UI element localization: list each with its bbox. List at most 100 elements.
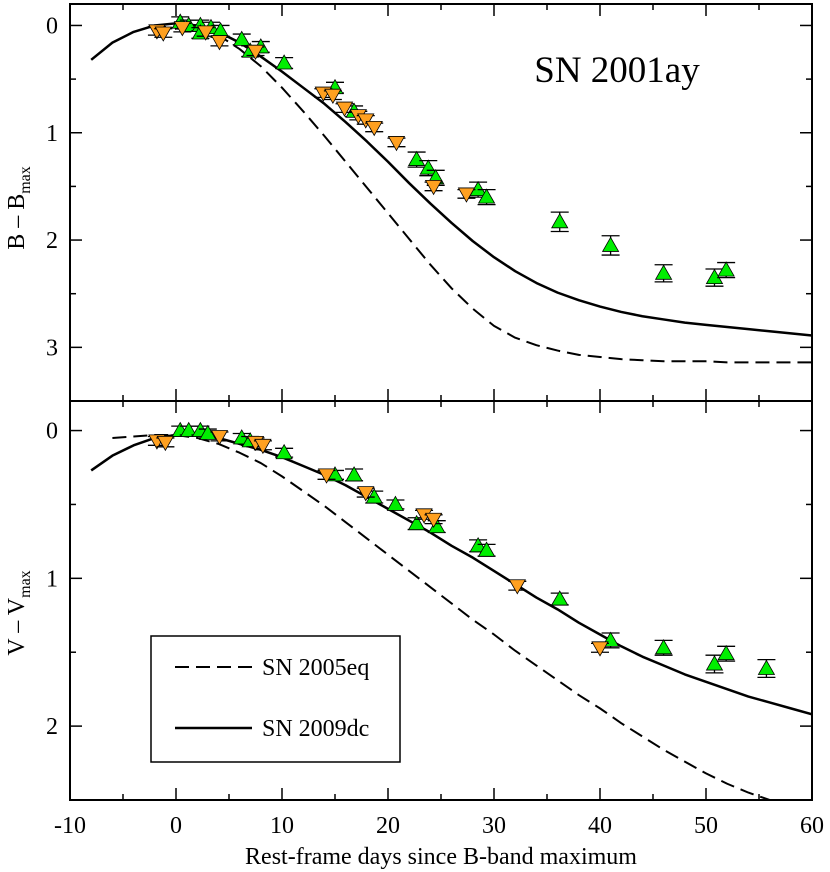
data-point-orange-down bbox=[365, 120, 384, 137]
curve-sn2005eq bbox=[154, 27, 812, 364]
triangle-up-marker bbox=[601, 236, 620, 252]
data-point-orange-down bbox=[154, 26, 173, 42]
x-axis-label: Rest-frame days since B-band maximum bbox=[245, 844, 637, 870]
triangle-down-marker bbox=[210, 35, 229, 51]
triangle-down-marker bbox=[457, 187, 476, 203]
y-tick-label: 2 bbox=[46, 228, 58, 254]
data-point-orange-down bbox=[210, 430, 229, 446]
triangle-up-marker bbox=[717, 261, 735, 277]
data-point-green-up bbox=[275, 54, 294, 70]
triangle-down-marker bbox=[387, 136, 406, 152]
triangle-down-marker bbox=[154, 26, 172, 42]
data-point-orange-down bbox=[591, 641, 609, 657]
data-point-orange-down bbox=[387, 136, 406, 152]
data-point-green-up bbox=[477, 188, 496, 206]
triangle-up-marker bbox=[407, 514, 426, 531]
triangle-up-marker bbox=[705, 655, 724, 671]
y-tick-label: 2 bbox=[46, 714, 58, 740]
data-point-green-up bbox=[654, 264, 673, 283]
data-point-green-up bbox=[345, 466, 364, 482]
triangle-down-marker bbox=[508, 579, 527, 595]
legend-box bbox=[150, 635, 401, 763]
data-point-green-up bbox=[705, 654, 724, 674]
data-point-green-up bbox=[705, 268, 724, 287]
triangle-down-marker bbox=[591, 641, 609, 657]
triangle-down-marker bbox=[254, 438, 272, 455]
x-axis-ticks: -10 0 10 20 30 40 50 60 bbox=[54, 4, 824, 839]
data-point-orange-down bbox=[156, 435, 175, 452]
data-point-orange-down bbox=[356, 486, 375, 502]
data-point-orange-down bbox=[317, 468, 336, 484]
data-point-orange-down bbox=[253, 438, 272, 455]
data-point-green-up bbox=[757, 658, 776, 678]
triangle-up-marker bbox=[365, 488, 383, 504]
x-tick-label: 50 bbox=[694, 813, 718, 839]
data-point-orange-down bbox=[210, 35, 229, 51]
data-point-orange-down bbox=[196, 25, 215, 41]
triangle-down-marker bbox=[357, 113, 375, 129]
y-tick-label: 1 bbox=[46, 566, 58, 592]
data-point-orange-down bbox=[173, 21, 192, 37]
top-y-axis-label-main: B – B bbox=[4, 194, 30, 250]
bottom-y-axis-label-main: V – V bbox=[4, 597, 30, 655]
data-point-green-up bbox=[407, 150, 426, 168]
triangle-up-marker bbox=[275, 54, 293, 70]
chart-title: SN 2001ay bbox=[534, 50, 700, 91]
data-point-green-up bbox=[717, 644, 736, 662]
triangle-up-marker bbox=[477, 188, 496, 204]
triangle-down-marker bbox=[246, 44, 265, 61]
triangle-down-marker bbox=[357, 486, 375, 502]
x-tick-label: 30 bbox=[482, 813, 506, 839]
triangle-down-marker bbox=[210, 430, 229, 446]
top-panel-ticks: 0 1 2 3 bbox=[46, 13, 812, 361]
bottom-y-axis-label-sub: max bbox=[17, 570, 34, 598]
data-point-green-up bbox=[654, 638, 673, 656]
y-tick-label: 1 bbox=[46, 121, 58, 147]
triangle-up-marker bbox=[477, 541, 496, 557]
data-point-orange-down bbox=[424, 180, 443, 196]
y-tick-label: 3 bbox=[46, 335, 58, 361]
data-point-green-up bbox=[717, 261, 736, 279]
triangle-up-marker bbox=[386, 495, 405, 511]
bottom-y-axis-label: V – Vmax bbox=[4, 570, 34, 655]
x-tick-label: -10 bbox=[54, 813, 86, 839]
data-point-green-up bbox=[275, 443, 294, 460]
data-point-orange-down bbox=[335, 101, 354, 117]
curve-sn2005eq bbox=[112, 433, 773, 800]
y-tick-label: 0 bbox=[46, 13, 58, 39]
x-tick-label: 20 bbox=[376, 813, 400, 839]
data-point-green-up bbox=[550, 211, 569, 233]
bottom-panel-points bbox=[147, 421, 776, 678]
data-point-green-up bbox=[386, 495, 405, 511]
data-point-orange-down bbox=[508, 579, 527, 595]
triangle-down-marker bbox=[317, 468, 336, 484]
data-point-orange-down bbox=[246, 44, 265, 61]
triangle-down-marker bbox=[365, 120, 383, 137]
data-point-orange-down bbox=[457, 187, 476, 203]
triangle-up-marker bbox=[275, 443, 293, 460]
triangle-up-marker bbox=[705, 268, 724, 285]
x-tick-label: 0 bbox=[170, 813, 182, 839]
triangle-down-marker bbox=[173, 21, 192, 37]
triangle-up-marker bbox=[551, 590, 569, 606]
triangle-up-marker bbox=[551, 213, 569, 229]
triangle-up-marker bbox=[180, 421, 198, 437]
data-point-orange-down bbox=[424, 512, 443, 529]
top-y-axis-label: B – Bmax bbox=[4, 166, 34, 250]
triangle-down-marker bbox=[324, 88, 342, 105]
triangle-down-marker bbox=[196, 25, 215, 41]
data-point-green-up bbox=[601, 235, 620, 256]
top-panel-points bbox=[147, 13, 736, 287]
bottom-panel-ticks: 0 1 2 bbox=[46, 419, 812, 740]
x-tick-label: 60 bbox=[800, 813, 824, 839]
data-point-orange-down bbox=[323, 88, 342, 105]
triangle-down-marker bbox=[335, 101, 354, 117]
top-y-axis-label-sub: max bbox=[17, 166, 34, 194]
data-point-green-up bbox=[477, 541, 496, 557]
legend-label-sn2005eq: SN 2005eq bbox=[262, 655, 369, 681]
legend-label-sn2009dc: SN 2009dc bbox=[262, 716, 369, 742]
data-point-green-up bbox=[407, 514, 426, 531]
triangle-down-marker bbox=[424, 512, 443, 529]
data-point-green-up bbox=[550, 590, 569, 606]
